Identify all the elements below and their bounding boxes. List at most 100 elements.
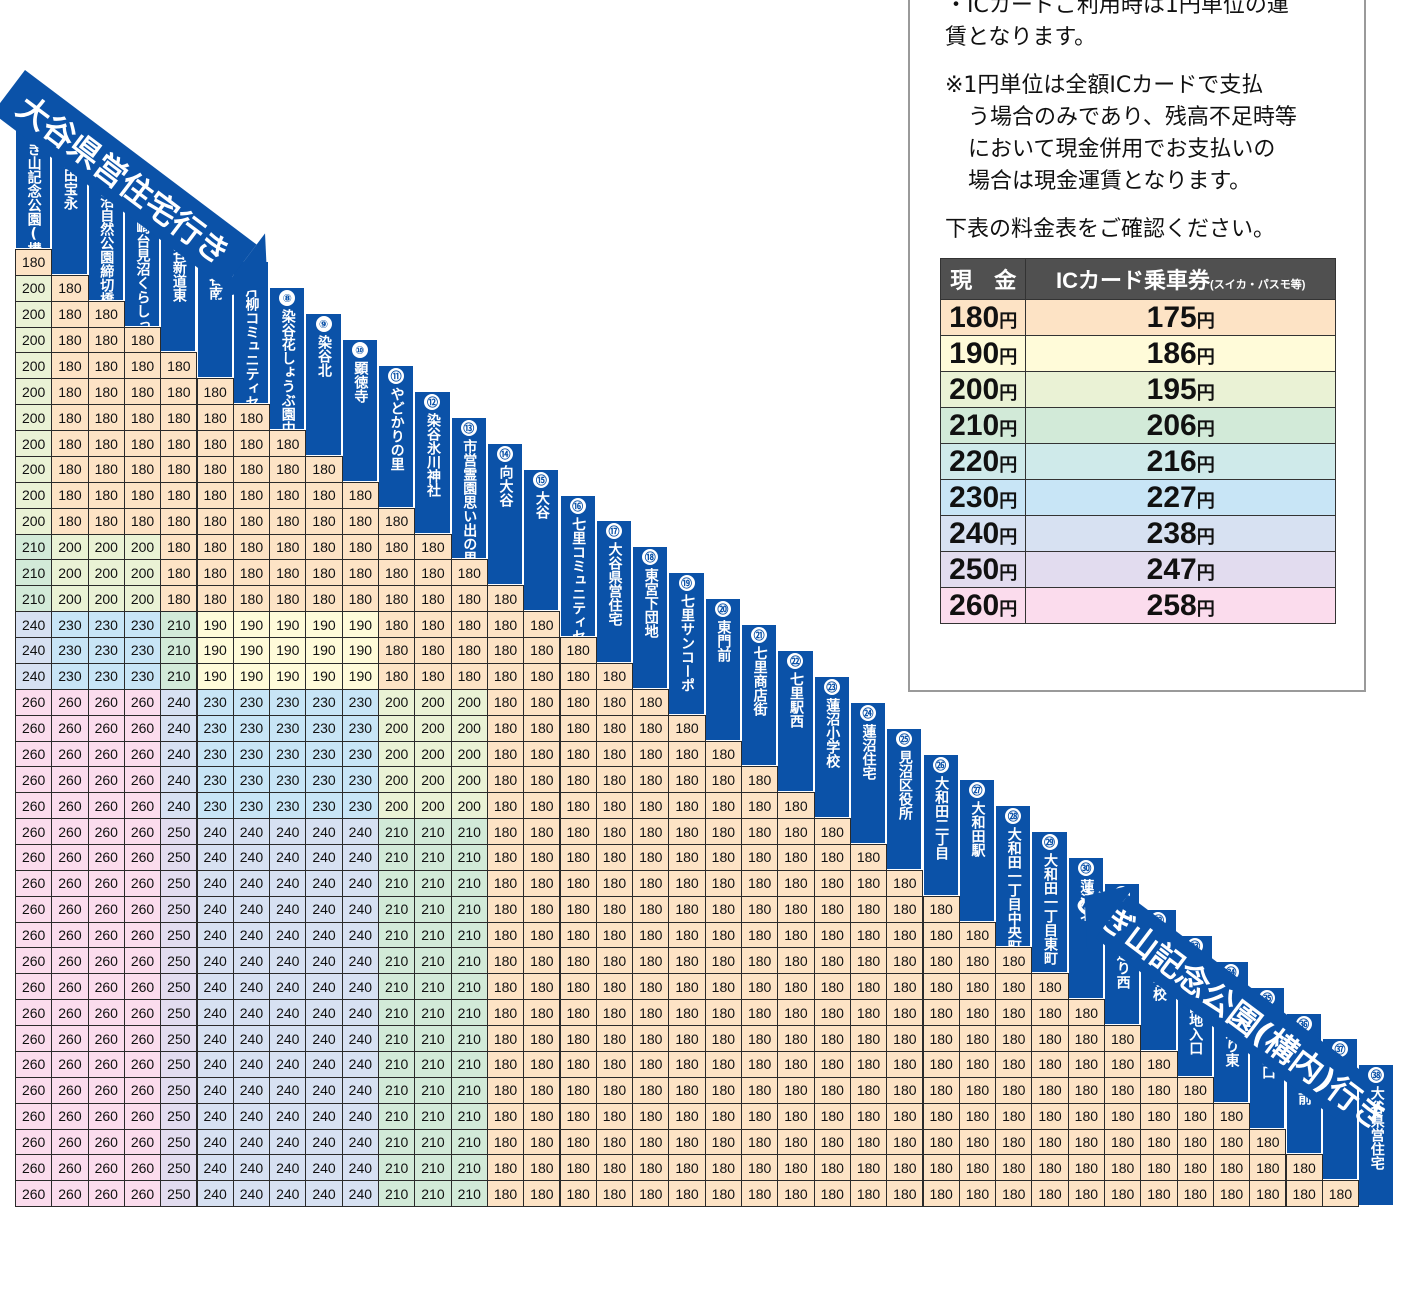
fare-cell: 180 — [450, 637, 488, 664]
fare-cell: 230 — [341, 766, 379, 794]
fare-cell: 260 — [15, 999, 53, 1027]
fare-cell: 180 — [1031, 1050, 1069, 1078]
fare-cell: 210 — [414, 973, 452, 1001]
fare-cell: 210 — [414, 895, 452, 923]
fare-cell: 180 — [849, 1102, 888, 1130]
legend-ic-value: 258円 — [1025, 587, 1336, 624]
legend-ic-value: 186円 — [1025, 335, 1336, 372]
fare-cell: 200 — [15, 430, 53, 457]
fare-cell: 180 — [486, 1154, 525, 1182]
fare-cell: 210 — [414, 818, 452, 845]
fare-cell: 200 — [15, 481, 53, 509]
fare-cell: 180 — [1212, 1180, 1251, 1208]
stop-name: 染谷花しょうぶ園中 — [279, 309, 296, 431]
fare-cell: 180 — [123, 352, 162, 380]
fare-cell: 260 — [87, 869, 125, 897]
fare-cell: 230 — [305, 792, 343, 820]
fare-cell: 240 — [15, 611, 53, 639]
fare-cell: 180 — [777, 1102, 815, 1130]
fare-cell: 180 — [559, 1050, 597, 1078]
fare-cell: 180 — [886, 1154, 924, 1182]
fare-cell: 240 — [15, 662, 53, 690]
fare-cell: 180 — [632, 766, 670, 794]
fare-cell: 180 — [849, 1076, 888, 1104]
fare-cell: 180 — [559, 792, 597, 820]
fare-cell: 240 — [269, 1025, 307, 1052]
fare-cell: 180 — [632, 714, 670, 742]
fare-cell: 260 — [15, 1025, 53, 1052]
fare-cell: 260 — [15, 869, 53, 897]
fare-cell: 180 — [741, 844, 779, 871]
fare-cell: 240 — [196, 844, 234, 871]
fare-cell: 180 — [523, 947, 561, 975]
fare-cell: 240 — [269, 844, 307, 871]
fare-cell: 210 — [378, 869, 416, 897]
fare-cell: 180 — [777, 1076, 815, 1104]
fare-cell: 180 — [559, 921, 597, 949]
fare-cell: 180 — [668, 973, 706, 1001]
fare-cell: 180 — [595, 895, 634, 923]
fare-cell: 260 — [87, 999, 125, 1027]
stop-name: 市営霊園思い出の里 — [461, 438, 478, 560]
fare-cell: 260 — [123, 869, 162, 897]
fare-cell: 180 — [486, 1128, 525, 1156]
fare-cell: 180 — [559, 1128, 597, 1156]
fare-cell: 180 — [523, 662, 561, 690]
fare-cell: 240 — [196, 1050, 234, 1078]
fare-cell: 180 — [87, 352, 125, 380]
fare-cell: 180 — [668, 818, 706, 845]
fare-cell: 180 — [486, 947, 525, 975]
fare-cell: 180 — [595, 947, 634, 975]
fare-cell: 190 — [341, 662, 379, 690]
fare-cell: 180 — [123, 455, 162, 483]
yen-unit: 円 — [1196, 454, 1215, 475]
fare-cell: 180 — [559, 662, 597, 690]
fare-cell: 260 — [87, 740, 125, 768]
fare-cell: 200 — [15, 404, 53, 432]
fare-cell: 180 — [486, 688, 525, 716]
fare-cell: 200 — [123, 533, 162, 561]
fare-cell: 180 — [87, 378, 125, 406]
fare-cell: 180 — [849, 1050, 888, 1078]
legend-ic-value: 175円 — [1025, 299, 1336, 336]
fare-cell: 190 — [269, 611, 307, 639]
fare-cell: 180 — [1031, 973, 1069, 1001]
fare-cell: 180 — [523, 1180, 561, 1208]
fare-cell: 180 — [632, 869, 670, 897]
fare-cell: 260 — [123, 1102, 162, 1130]
fare-cell: 180 — [486, 611, 525, 639]
stop-name: 大谷県営住宅 — [1368, 1086, 1385, 1171]
fare-cell: 180 — [741, 895, 779, 923]
fare-cell: 250 — [160, 1050, 198, 1078]
fare-cell: 230 — [123, 662, 162, 690]
fare-cell: 180 — [632, 947, 670, 975]
fare-cell: 240 — [305, 844, 343, 871]
fare-cell: 180 — [123, 378, 162, 406]
notice-note2: う場合のみであり、残高不足時等 — [968, 105, 1297, 130]
yen-unit: 円 — [999, 562, 1018, 583]
fare-cell: 180 — [450, 585, 488, 613]
fare-cell: 260 — [15, 792, 53, 820]
fare-cell: 180 — [995, 1180, 1033, 1208]
stop-number: ㉗ — [968, 782, 985, 799]
fare-cell: 200 — [378, 714, 416, 742]
fare-cell: 210 — [450, 844, 488, 871]
fare-cell: 180 — [196, 455, 234, 483]
fare-cell: 180 — [523, 999, 561, 1027]
fare-cell: 180 — [1104, 1128, 1142, 1156]
fare-cell: 260 — [123, 688, 162, 716]
fare-cell: 180 — [813, 844, 851, 871]
fare-cell: 180 — [777, 1050, 815, 1078]
fare-cell: 240 — [232, 921, 271, 949]
fare-cell: 210 — [378, 921, 416, 949]
fare-cell: 200 — [378, 740, 416, 768]
fare-cell: 260 — [51, 1050, 89, 1078]
fare-cell: 180 — [450, 559, 488, 587]
fare-cell: 230 — [305, 766, 343, 794]
fare-cell: 180 — [160, 559, 198, 587]
fare-cell: 260 — [51, 999, 89, 1027]
fare-cell: 180 — [741, 973, 779, 1001]
fare-cell: 180 — [777, 895, 815, 923]
fare-cell: 240 — [196, 1076, 234, 1104]
fare-cell: 180 — [922, 1128, 960, 1156]
